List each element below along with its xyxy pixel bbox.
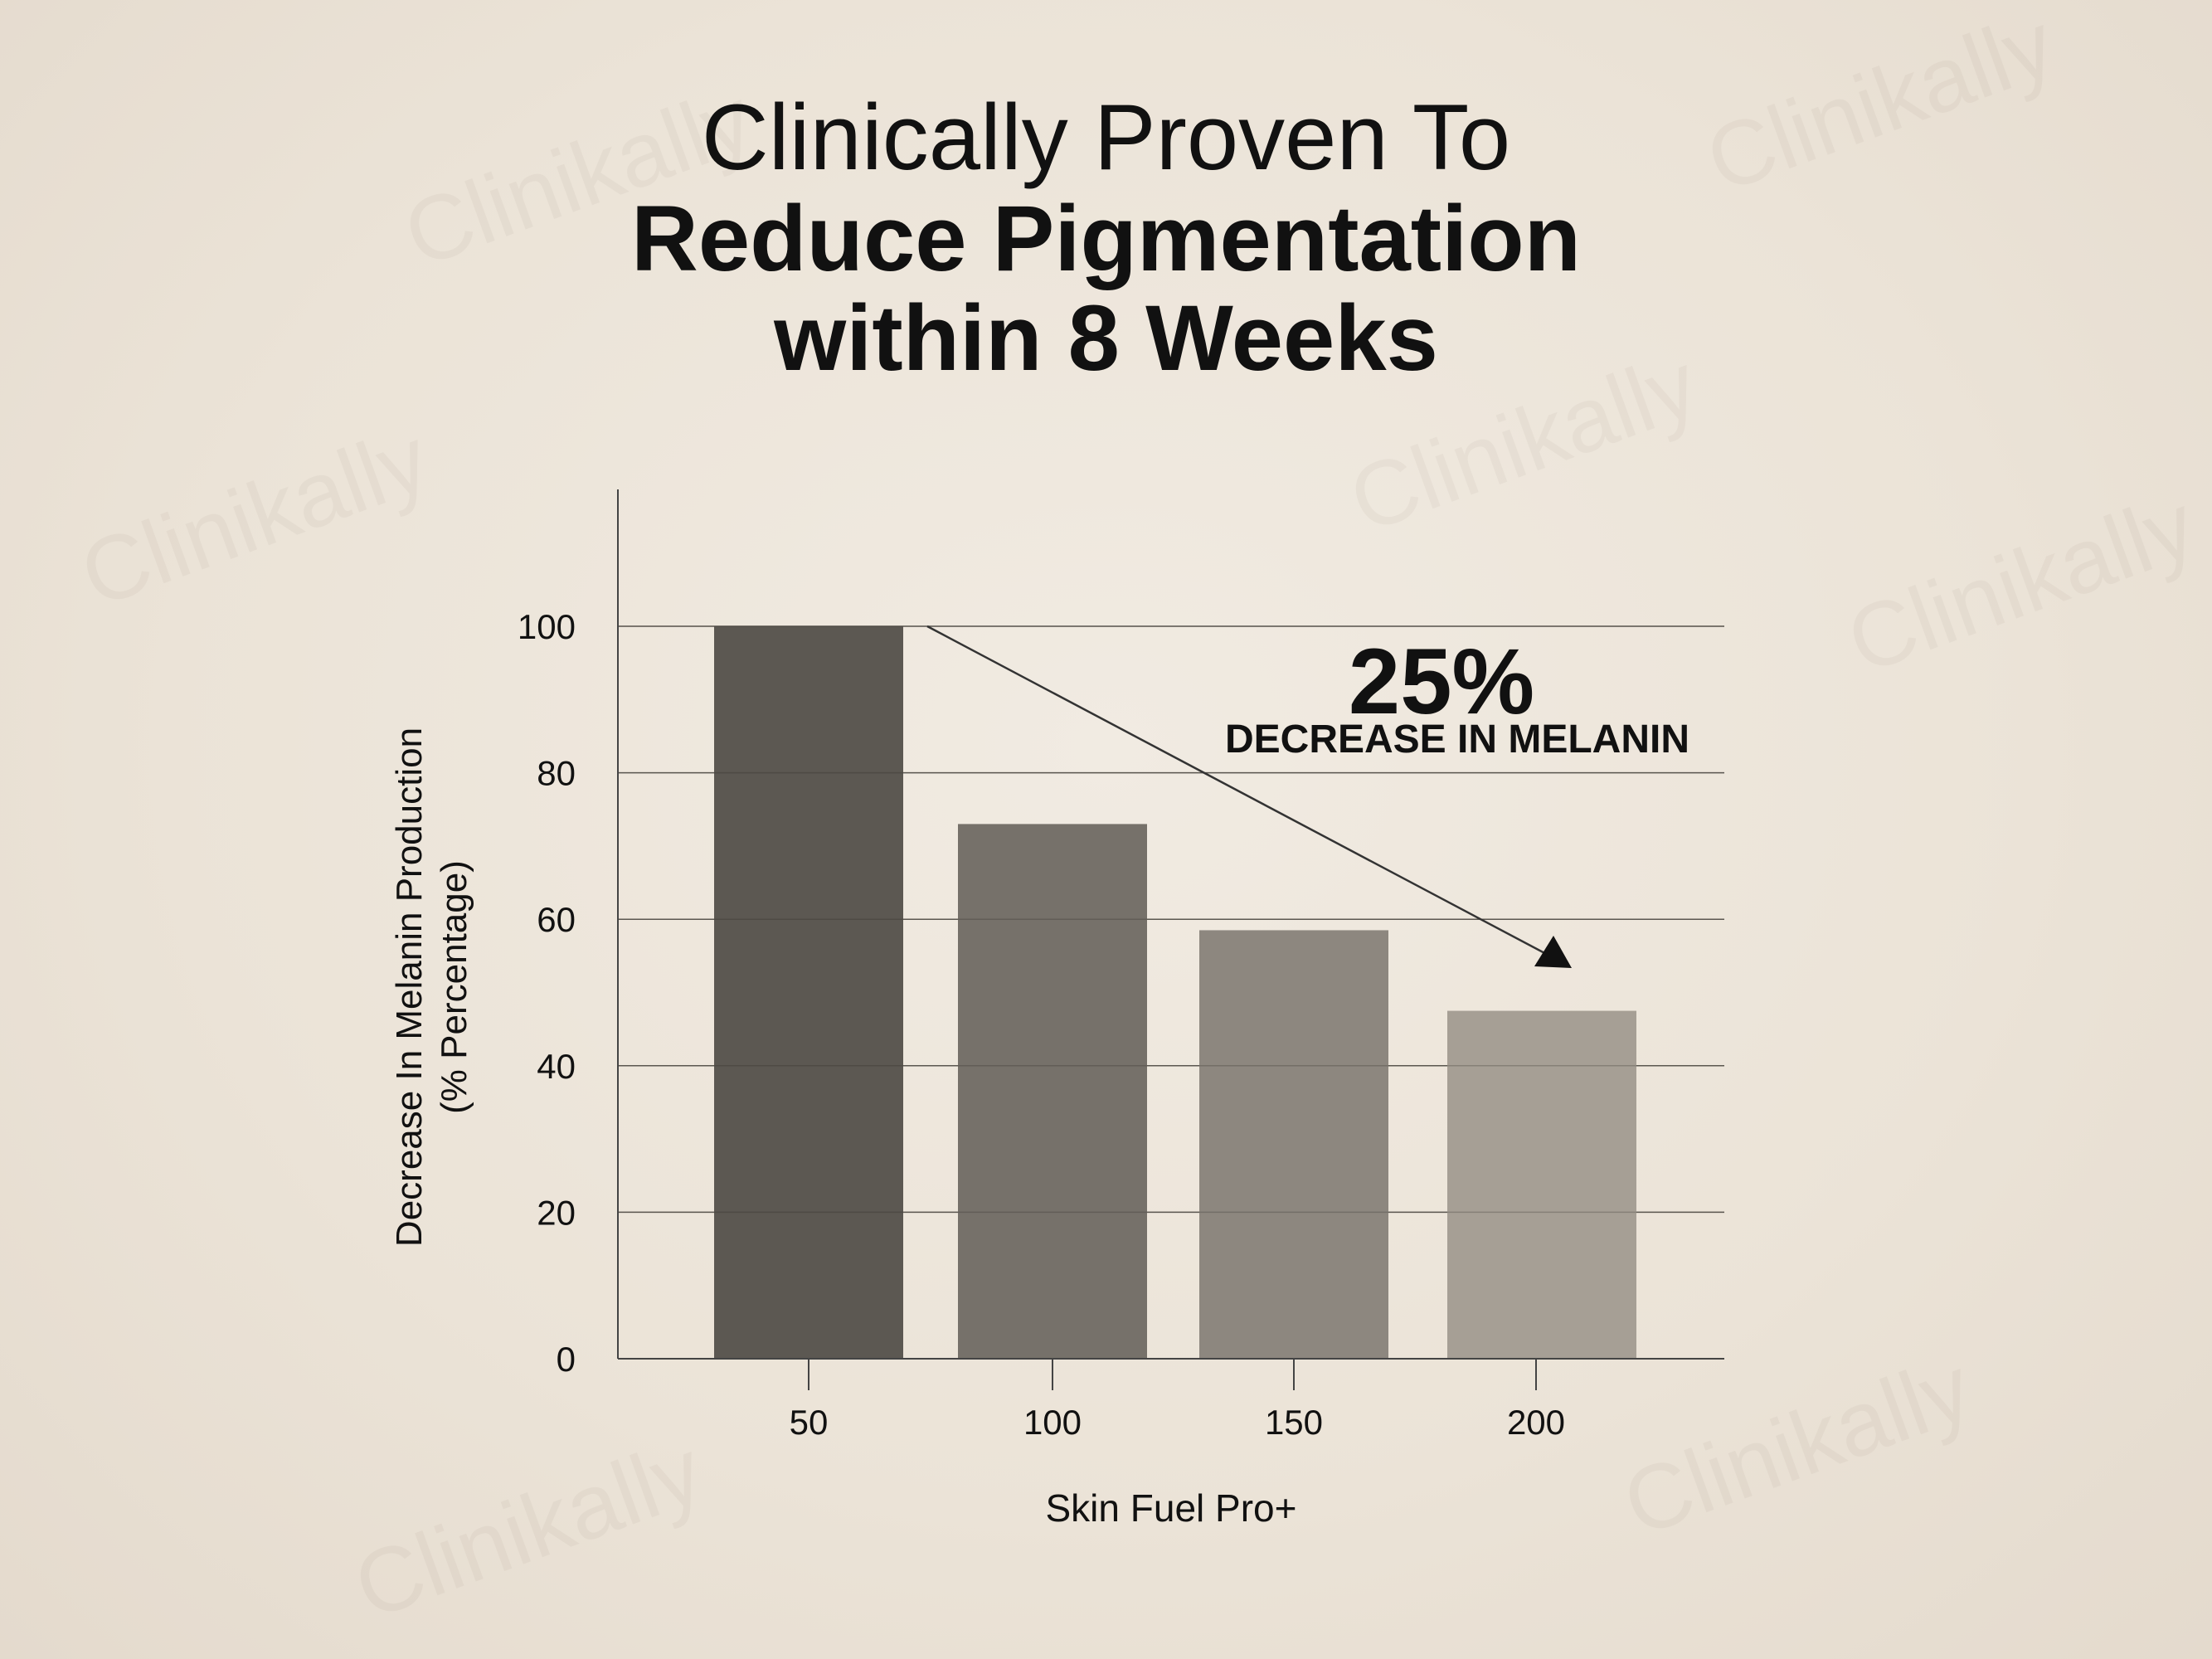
title-line-3: within 8 Weeks [774,286,1438,390]
y-tick-label: 20 [537,1193,576,1232]
x-tick-label: 200 [1507,1403,1565,1442]
annotation-text: DECREASE IN MELANIN [1225,718,1689,761]
title-line-2: Reduce Pigmentation [630,187,1582,290]
arrowhead-icon [1534,936,1572,968]
y-axis-title-line-2: (% Percentage) [434,860,474,1114]
x-axis-title: Skin Fuel Pro+ [1046,1486,1297,1530]
x-tick-label: 50 [790,1403,829,1442]
y-tick-label: 100 [518,607,576,646]
bar [714,626,903,1359]
y-tick-label: 40 [537,1047,576,1086]
title-line-1: Clinically Proven To [701,85,1511,189]
y-tick-label: 0 [557,1340,576,1379]
bar [1447,1010,1636,1359]
bar [958,824,1147,1359]
x-tick-label: 100 [1023,1403,1082,1442]
y-tick-label: 80 [537,754,576,793]
y-axis-title-line-1: Decrease In Melanin Production [389,727,430,1247]
annotation-value: 25% [1349,630,1534,733]
y-tick-label: 60 [537,900,576,939]
bar [1199,930,1388,1359]
x-tick-label: 150 [1265,1403,1323,1442]
trend-arrow-line [926,625,1550,957]
